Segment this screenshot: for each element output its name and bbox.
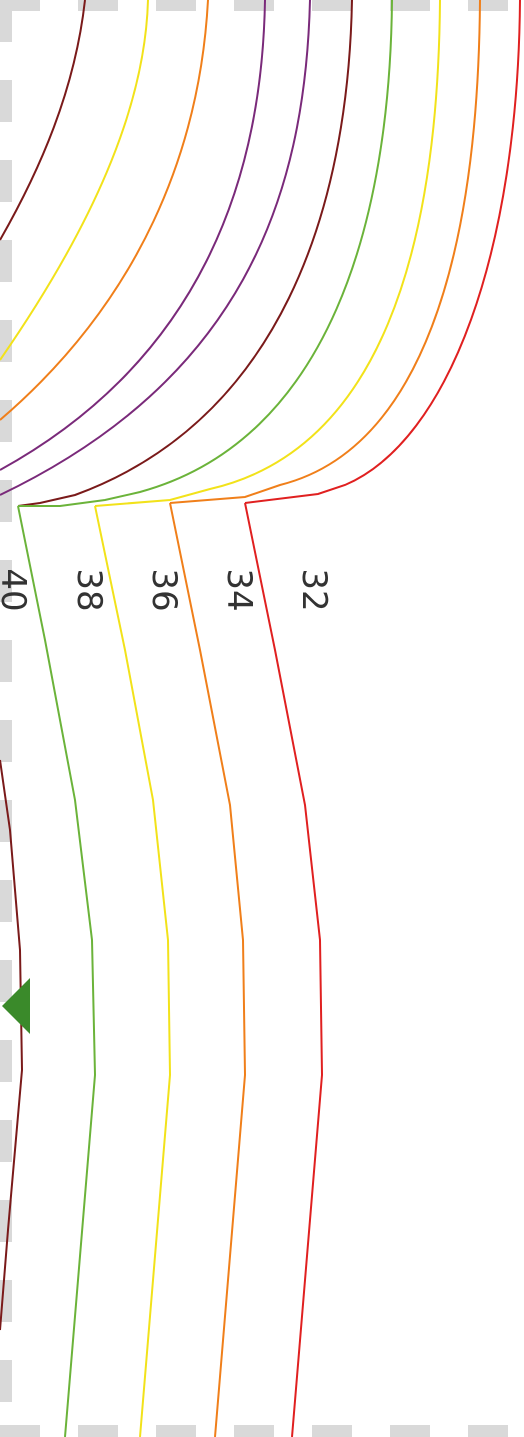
curve-yellow-1 xyxy=(0,0,149,361)
curve-purple-1 xyxy=(0,0,266,471)
line-size-34 xyxy=(169,502,247,1437)
upper-curves xyxy=(0,0,521,507)
curve-orange-1 xyxy=(0,0,209,421)
curve-yellow-2 xyxy=(94,0,441,507)
notch-marker-icon xyxy=(2,978,30,1034)
lower-lines xyxy=(0,502,324,1437)
size-label-36: 36 xyxy=(144,568,184,611)
curve-green xyxy=(18,0,393,507)
curve-dark-red-1 xyxy=(0,0,86,241)
size-label-40: 40 xyxy=(0,568,33,611)
size-label-32: 32 xyxy=(294,568,334,611)
line-size-38 xyxy=(17,505,97,1437)
size-label-38: 38 xyxy=(69,568,109,611)
size-labels: 40 38 36 34 32 xyxy=(0,568,334,611)
size-label-34: 34 xyxy=(219,568,259,611)
line-size-36 xyxy=(94,505,172,1437)
curve-purple-2 xyxy=(0,0,311,496)
curve-orange-2 xyxy=(169,0,481,504)
curve-red xyxy=(244,0,521,504)
curve-dark-red-2 xyxy=(17,0,353,507)
line-size-32 xyxy=(244,502,324,1437)
